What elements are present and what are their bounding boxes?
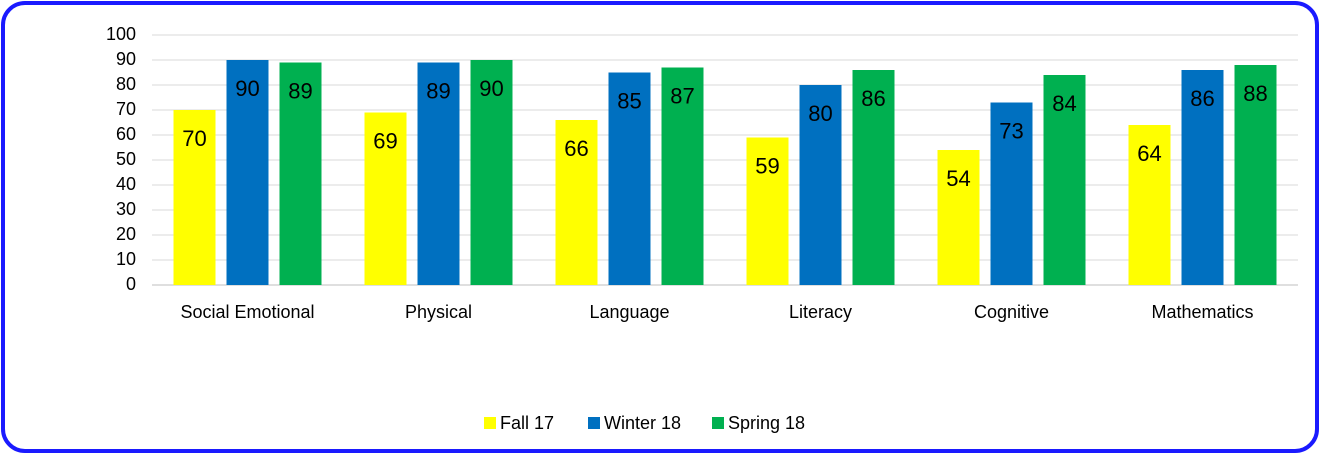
value-label: 86 — [861, 86, 885, 111]
value-label: 89 — [426, 78, 450, 103]
y-tick-label: 70 — [116, 99, 136, 119]
value-label: 54 — [946, 166, 970, 191]
y-tick-label: 10 — [116, 249, 136, 269]
value-label: 66 — [564, 136, 588, 161]
value-label: 73 — [999, 118, 1023, 143]
value-label: 59 — [755, 153, 779, 178]
x-tick-label: Language — [589, 302, 669, 322]
y-tick-label: 80 — [116, 74, 136, 94]
legend-swatch — [484, 417, 496, 429]
x-tick-label: Cognitive — [974, 302, 1049, 322]
bar — [555, 120, 598, 285]
y-tick-label: 100 — [106, 24, 136, 44]
y-tick-label: 50 — [116, 149, 136, 169]
value-label: 90 — [235, 76, 259, 101]
bar — [1234, 65, 1277, 285]
legend-label: Spring 18 — [728, 413, 805, 433]
x-tick-label: Literacy — [789, 302, 852, 322]
y-tick-label: 0 — [126, 274, 136, 294]
bar — [608, 72, 651, 285]
y-tick-label: 20 — [116, 224, 136, 244]
x-tick-label: Social Emotional — [180, 302, 314, 322]
x-tick-label: Physical — [405, 302, 472, 322]
y-tick-label: 60 — [116, 124, 136, 144]
value-label: 85 — [617, 88, 641, 113]
bar — [661, 67, 704, 285]
legend-swatch — [712, 417, 724, 429]
bar — [417, 62, 460, 285]
legend-swatch — [588, 417, 600, 429]
bar — [173, 110, 216, 285]
value-label: 87 — [670, 83, 694, 108]
value-label: 84 — [1052, 91, 1076, 116]
value-label: 70 — [182, 126, 206, 151]
y-tick-label: 90 — [116, 49, 136, 69]
value-label: 90 — [479, 76, 503, 101]
value-label: 80 — [808, 101, 832, 126]
value-label: 64 — [1137, 141, 1161, 166]
bar — [470, 60, 513, 285]
legend-label: Winter 18 — [604, 413, 681, 433]
bar — [937, 150, 980, 285]
x-tick-label: Mathematics — [1151, 302, 1253, 322]
value-label: 89 — [288, 78, 312, 103]
bar — [279, 62, 322, 285]
bar — [1043, 75, 1086, 285]
value-label: 69 — [373, 128, 397, 153]
legend-label: Fall 17 — [500, 413, 554, 433]
bar — [990, 102, 1033, 285]
y-tick-label: 30 — [116, 199, 136, 219]
bar — [746, 137, 789, 285]
bar — [226, 60, 269, 285]
bar — [852, 70, 895, 285]
bar — [799, 85, 842, 285]
bar — [1181, 70, 1224, 285]
y-tick-label: 40 — [116, 174, 136, 194]
value-label: 88 — [1243, 81, 1267, 106]
bar — [364, 112, 407, 285]
value-label: 86 — [1190, 86, 1214, 111]
bar — [1128, 125, 1171, 285]
